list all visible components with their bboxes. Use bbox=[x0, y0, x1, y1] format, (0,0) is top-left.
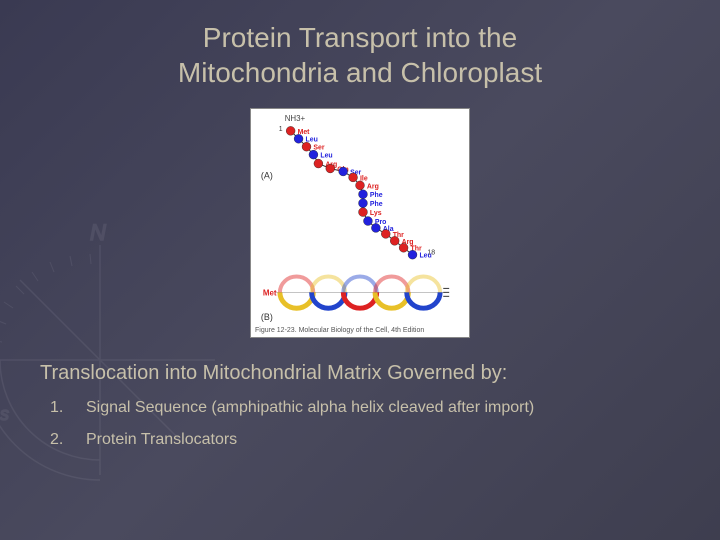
title-line-2: Mitochondria and Chloroplast bbox=[178, 57, 542, 88]
figure-svg: NH3+(A)118MetLeuSerLeuArgGlnSerIleArgPhe… bbox=[251, 109, 469, 337]
figure-wrap: NH3+(A)118MetLeuSerLeuArgGlnSerIleArgPhe… bbox=[40, 108, 680, 338]
svg-text:Leu: Leu bbox=[419, 253, 431, 260]
svg-text:Met: Met bbox=[263, 288, 277, 297]
list-item: 2. Protein Translocators bbox=[50, 431, 680, 449]
svg-text:(B): (B) bbox=[261, 312, 273, 322]
svg-text:Phe: Phe bbox=[370, 201, 383, 208]
governed-by-list: 1. Signal Sequence (amphipathic alpha he… bbox=[40, 399, 680, 449]
svg-text:Leu: Leu bbox=[320, 153, 332, 160]
figure-caption: Figure 12-23. Molecular Biology of the C… bbox=[255, 327, 424, 334]
slide-title: Protein Transport into the Mitochondria … bbox=[40, 20, 680, 90]
svg-text:NH3+: NH3+ bbox=[285, 114, 306, 123]
slide-container: Protein Transport into the Mitochondria … bbox=[0, 0, 720, 540]
list-item-number: 1. bbox=[50, 399, 86, 417]
svg-text:(A): (A) bbox=[261, 170, 273, 180]
title-line-1: Protein Transport into the bbox=[203, 22, 517, 53]
list-item: 1. Signal Sequence (amphipathic alpha he… bbox=[50, 399, 680, 417]
svg-text:Phe: Phe bbox=[370, 192, 383, 199]
list-item-number: 2. bbox=[50, 431, 86, 449]
svg-text:1: 1 bbox=[279, 126, 283, 133]
list-item-text: Signal Sequence (amphipathic alpha helix… bbox=[86, 399, 534, 417]
subheading: Translocation into Mitochondrial Matrix … bbox=[40, 362, 680, 385]
svg-text:Lys: Lys bbox=[370, 210, 382, 217]
signal-sequence-figure: NH3+(A)118MetLeuSerLeuArgGlnSerIleArgPhe… bbox=[250, 108, 470, 338]
list-item-text: Protein Translocators bbox=[86, 431, 237, 449]
svg-text:Arg: Arg bbox=[367, 183, 379, 190]
